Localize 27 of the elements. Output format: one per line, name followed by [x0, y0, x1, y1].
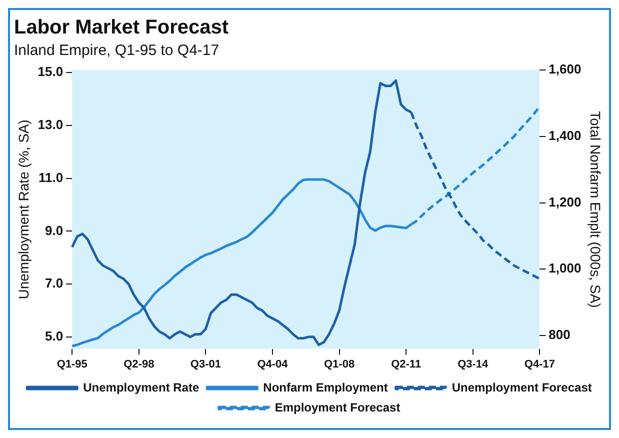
y-tick-label: 5.0	[45, 328, 64, 344]
y-tick-label: 11.0	[38, 170, 64, 185]
legend-label: Nonfarm Employment	[263, 380, 388, 394]
x-tick-label: Q1-08	[324, 358, 355, 370]
x-tick-label: Q4-04	[257, 358, 289, 370]
x-tick-label: Q3-01	[190, 358, 221, 370]
legend-label: Unemployment Rate	[83, 380, 200, 394]
x-tick-label: Q2-98	[124, 358, 154, 370]
y-tick-label: 7.0	[45, 276, 64, 291]
y-axis-title: Unemployment Rate (%, SA)	[15, 120, 32, 300]
y-tick-label: 13.0	[38, 117, 64, 132]
chart-title: Labor Market Forecast	[14, 16, 229, 39]
legend-label: Unemployment Forecast	[452, 380, 592, 394]
y-tick-label: 9.0	[45, 222, 64, 238]
legend-label: Employment Forecast	[274, 400, 400, 414]
y-tick-label: 15.0	[38, 64, 64, 80]
y2-axis-title: Total Nonfarm Emplt (000s, SA)	[588, 110, 604, 308]
x-tick-label: Q1-95	[56, 358, 88, 370]
chart-subtitle: Inland Empire, Q1-95 to Q4-17	[14, 42, 220, 60]
y2-tick-label: 1,400	[548, 128, 582, 143]
x-tick-label: Q4-17	[524, 358, 555, 370]
y2-tick-label: 800	[548, 327, 570, 342]
y2-tick-label: 1,600	[548, 62, 582, 77]
x-tick-label: Q2-11	[391, 358, 422, 370]
y2-tick-label: 1,200	[548, 194, 582, 210]
y2-tick-label: 1,000	[548, 260, 582, 276]
x-tick-label: Q3-14	[458, 358, 490, 370]
